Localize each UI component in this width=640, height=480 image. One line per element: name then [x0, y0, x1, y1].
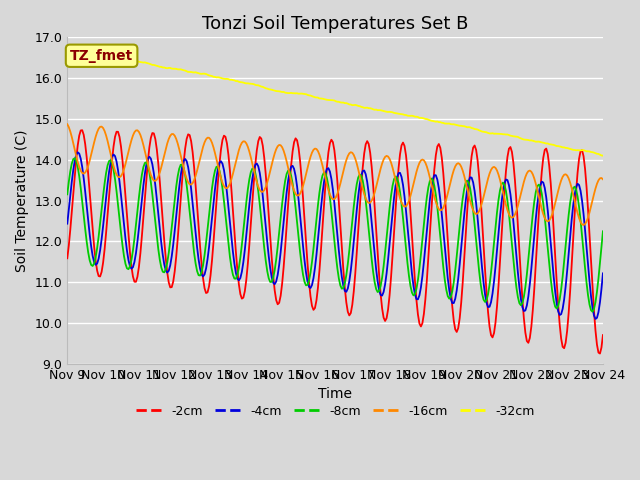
-4cm	[63, 221, 71, 227]
-16cm	[223, 185, 231, 191]
-32cm	[241, 80, 249, 86]
-4cm	[243, 232, 250, 238]
-2cm	[571, 212, 579, 218]
-16cm	[63, 121, 71, 127]
-8cm	[131, 236, 138, 241]
Line: -2cm: -2cm	[67, 130, 603, 354]
-8cm	[71, 156, 79, 161]
-32cm	[569, 147, 577, 153]
Line: -16cm: -16cm	[67, 124, 603, 225]
-16cm	[129, 132, 137, 138]
-8cm	[63, 192, 71, 197]
-8cm	[589, 309, 596, 314]
X-axis label: Time: Time	[318, 387, 352, 401]
-4cm	[225, 204, 232, 210]
-16cm	[580, 222, 588, 228]
Text: TZ_fmet: TZ_fmet	[70, 49, 133, 63]
-8cm	[243, 199, 250, 205]
-2cm	[225, 152, 232, 158]
-2cm	[243, 276, 250, 282]
-32cm	[223, 76, 231, 82]
-32cm	[599, 153, 607, 158]
-4cm	[599, 270, 607, 276]
-32cm	[63, 45, 71, 50]
-8cm	[599, 228, 607, 234]
-32cm	[250, 81, 258, 87]
-4cm	[571, 192, 579, 198]
-2cm	[299, 195, 307, 201]
-2cm	[599, 332, 607, 338]
-32cm	[129, 58, 137, 63]
Title: Tonzi Soil Temperatures Set B: Tonzi Soil Temperatures Set B	[202, 15, 468, 33]
-32cm	[298, 91, 305, 96]
-2cm	[78, 127, 86, 133]
-2cm	[596, 351, 604, 357]
-16cm	[599, 177, 607, 182]
-4cm	[591, 316, 599, 322]
-8cm	[225, 241, 232, 247]
-2cm	[131, 279, 138, 285]
-8cm	[571, 184, 579, 190]
-4cm	[252, 162, 259, 168]
-16cm	[569, 191, 577, 197]
-4cm	[299, 243, 307, 249]
Line: -4cm: -4cm	[67, 152, 603, 319]
-4cm	[131, 259, 138, 265]
-8cm	[252, 170, 259, 176]
Line: -8cm: -8cm	[67, 158, 603, 312]
-16cm	[298, 188, 305, 193]
-8cm	[299, 272, 307, 277]
Line: -32cm: -32cm	[67, 48, 603, 156]
Legend: -2cm, -4cm, -8cm, -16cm, -32cm: -2cm, -4cm, -8cm, -16cm, -32cm	[131, 400, 540, 423]
-16cm	[250, 168, 258, 173]
-4cm	[74, 149, 81, 155]
-2cm	[252, 162, 259, 168]
-16cm	[241, 139, 249, 144]
-2cm	[63, 255, 71, 261]
Y-axis label: Soil Temperature (C): Soil Temperature (C)	[15, 129, 29, 272]
